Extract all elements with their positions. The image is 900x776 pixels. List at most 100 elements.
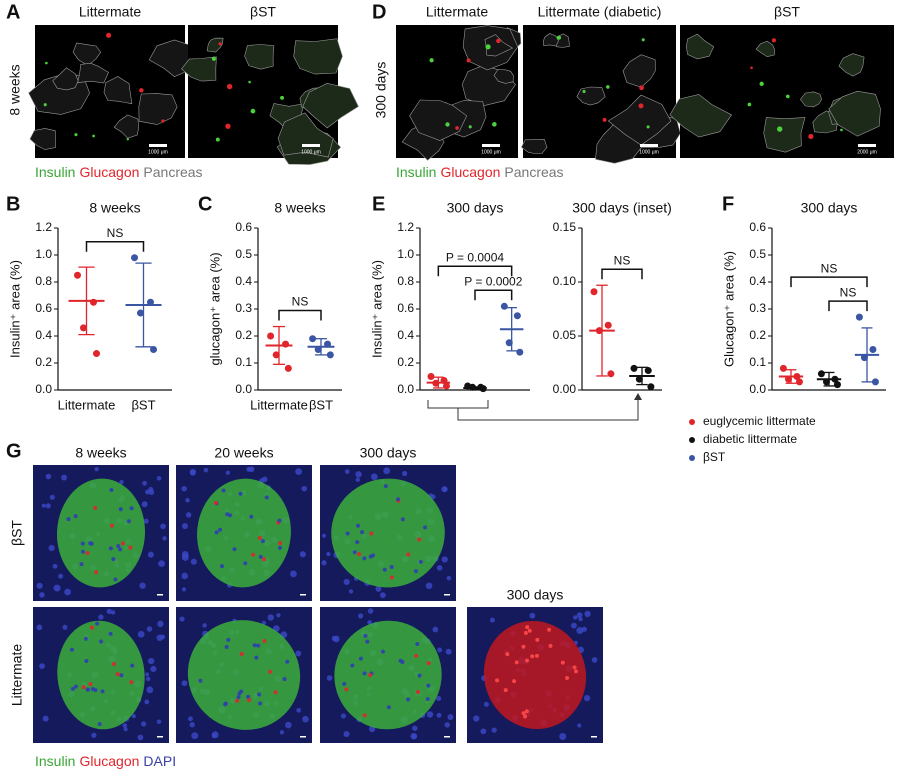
row-label: Littermate: [9, 644, 25, 706]
islet-cell: [95, 621, 100, 626]
chart-title: 8 weeks: [89, 200, 140, 216]
nucleus: [436, 565, 443, 571]
nucleus: [375, 585, 382, 592]
nucleus: [559, 733, 567, 740]
nucleus: [299, 551, 306, 558]
nucleus: [185, 497, 190, 503]
y-tick-label: 0.15: [553, 220, 577, 234]
y-tick-label: 0.3: [235, 301, 252, 315]
islet-spot: [556, 35, 562, 40]
nucleus: [36, 582, 43, 589]
nucleus: [489, 617, 495, 623]
data-point: [324, 340, 332, 348]
scale-bar: [444, 594, 450, 596]
islet-cell: [357, 552, 362, 557]
islet-cell: [521, 711, 526, 716]
nucleus: [343, 578, 350, 586]
data-point: [595, 327, 603, 335]
data-point: [833, 381, 841, 389]
x-tick-label: Littermate: [250, 397, 308, 412]
nucleus: [445, 648, 452, 655]
islet-cell: [116, 543, 121, 548]
nucleus: [203, 467, 209, 473]
significance-bracket: [437, 265, 513, 277]
nucleus: [321, 533, 327, 538]
islet-cell: [257, 692, 262, 697]
data-point: [784, 375, 792, 383]
nucleus: [355, 471, 362, 478]
nucleus: [447, 714, 454, 721]
column-title: βST: [250, 4, 276, 20]
islet-spot: [496, 38, 501, 44]
nucleus: [139, 582, 146, 589]
scale-bar: [640, 144, 658, 147]
nucleus: [412, 725, 418, 731]
panel-letter: F: [722, 193, 734, 215]
islet-cell: [129, 506, 134, 511]
data-point: [860, 354, 868, 362]
tissue-fragment: [493, 69, 514, 84]
islet-cell: [400, 517, 405, 522]
data-point: [607, 370, 615, 378]
y-tick-label: 0.0: [235, 382, 252, 396]
tissue-fragment: [755, 40, 775, 58]
nucleus: [147, 657, 155, 665]
scale-bar: [157, 594, 163, 596]
islet-spot: [638, 103, 644, 109]
nucleus: [211, 733, 217, 739]
fluorescence-image: [176, 465, 312, 601]
y-tick-label: 1.0: [35, 247, 52, 261]
y-tick-label: 0.2: [397, 355, 414, 369]
nucleus: [123, 727, 128, 732]
significance-bracket: [278, 309, 322, 321]
nucleus: [248, 466, 255, 473]
tissue-image: 1000 μm: [521, 25, 681, 164]
islet-spot: [225, 123, 231, 129]
column-title: Littermate (diabetic): [538, 4, 662, 20]
islet-cell: [425, 696, 430, 701]
y-tick-label: 0.4: [235, 274, 252, 288]
islet-cell: [198, 678, 203, 683]
islet-cell: [423, 525, 428, 530]
islet-spot: [226, 83, 233, 90]
nucleus: [45, 473, 52, 480]
data-point: [282, 340, 290, 348]
islet-cell: [239, 689, 244, 694]
islet-cell: [97, 722, 102, 727]
panel-letter: A: [6, 1, 20, 23]
scale-bar: [444, 736, 450, 738]
islet-cell: [417, 537, 422, 542]
nucleus: [122, 723, 128, 728]
islet-cell: [417, 673, 422, 678]
islet-spot: [280, 95, 284, 100]
islet-cell: [277, 545, 282, 550]
nucleus: [157, 620, 164, 628]
legend-marker: [689, 419, 695, 425]
islet-cell: [560, 660, 565, 665]
islet-spot: [43, 103, 47, 107]
column-title: βST: [774, 4, 800, 20]
islet-cell: [119, 673, 124, 678]
nucleus: [187, 716, 193, 722]
inset-connector: [427, 400, 489, 409]
y-tick-label: 0.2: [35, 355, 52, 369]
islet-spot: [646, 125, 650, 129]
islet-cell: [109, 523, 114, 528]
islet-cell: [221, 488, 226, 493]
islet-cell: [277, 518, 282, 523]
nucleus: [106, 608, 112, 615]
islet-cell: [85, 551, 90, 556]
islet-cell: [418, 559, 423, 564]
stain-legend: Insulin Glucagon Pancreas: [396, 164, 564, 180]
data-point: [469, 383, 477, 391]
y-tick-label: 0.1: [235, 355, 252, 369]
islet-cell: [93, 688, 98, 693]
nucleus: [181, 572, 189, 580]
significance-bracket: [474, 289, 513, 301]
y-tick-label: 0.2: [235, 328, 252, 342]
tissue-fragment: [113, 114, 140, 139]
islet-cell: [355, 540, 360, 545]
data-point: [432, 379, 440, 387]
nucleus: [402, 470, 408, 477]
nucleus: [62, 624, 68, 630]
